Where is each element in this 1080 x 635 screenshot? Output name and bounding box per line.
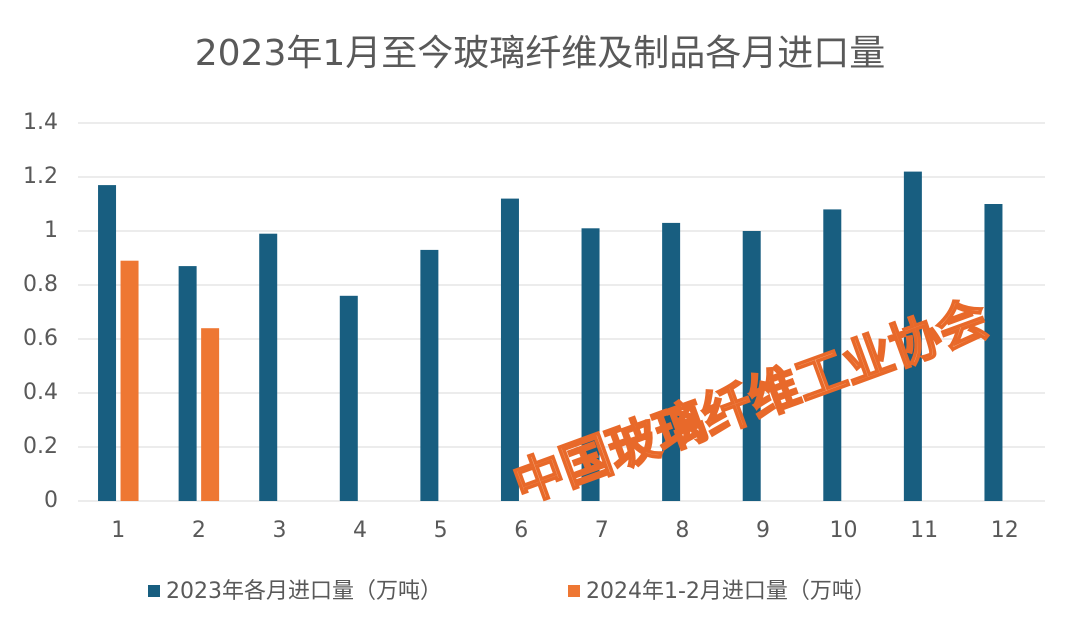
bar [120,260,139,501]
legend-label: 2023年各月进口量（万吨） [166,579,442,604]
x-tick-label: 4 [353,518,367,543]
bar [420,249,439,501]
y-tick-label: 0 [44,488,58,513]
x-tick-label: 8 [675,518,689,543]
x-tick-label: 2 [192,518,206,543]
x-tick-label: 9 [756,518,770,543]
x-tick-label: 12 [991,518,1019,543]
bar [742,231,761,501]
bar [500,198,519,501]
x-tick-label: 6 [514,518,528,543]
bar [581,228,600,502]
bar [823,209,842,501]
bar [339,295,358,501]
bar [201,328,220,501]
bar [259,233,278,501]
chart-title: 2023年1月至今玻璃纤维及制品各月进口量 [195,33,886,74]
x-tick-label: 7 [595,518,609,543]
x-tick-label: 5 [434,518,448,543]
bar [984,204,1003,501]
x-tick-label: 1 [111,518,125,543]
legend-label: 2024年1-2月进口量（万吨） [586,579,876,604]
legend-swatch [148,585,160,597]
y-tick-label: 0.4 [23,380,58,405]
bar [903,171,922,501]
bar [178,266,197,501]
y-tick-label: 1.4 [23,110,58,135]
x-tick-label: 11 [910,518,938,543]
y-tick-label: 1 [44,218,58,243]
y-tick-label: 1.2 [23,164,58,189]
legend-swatch [568,585,580,597]
x-tick-label: 3 [272,518,286,543]
y-tick-label: 0.6 [23,326,58,351]
bar [98,185,117,501]
y-tick-label: 0.8 [23,272,58,297]
bar [662,222,681,501]
x-tick-label: 10 [830,518,858,543]
y-tick-label: 0.2 [23,434,58,459]
